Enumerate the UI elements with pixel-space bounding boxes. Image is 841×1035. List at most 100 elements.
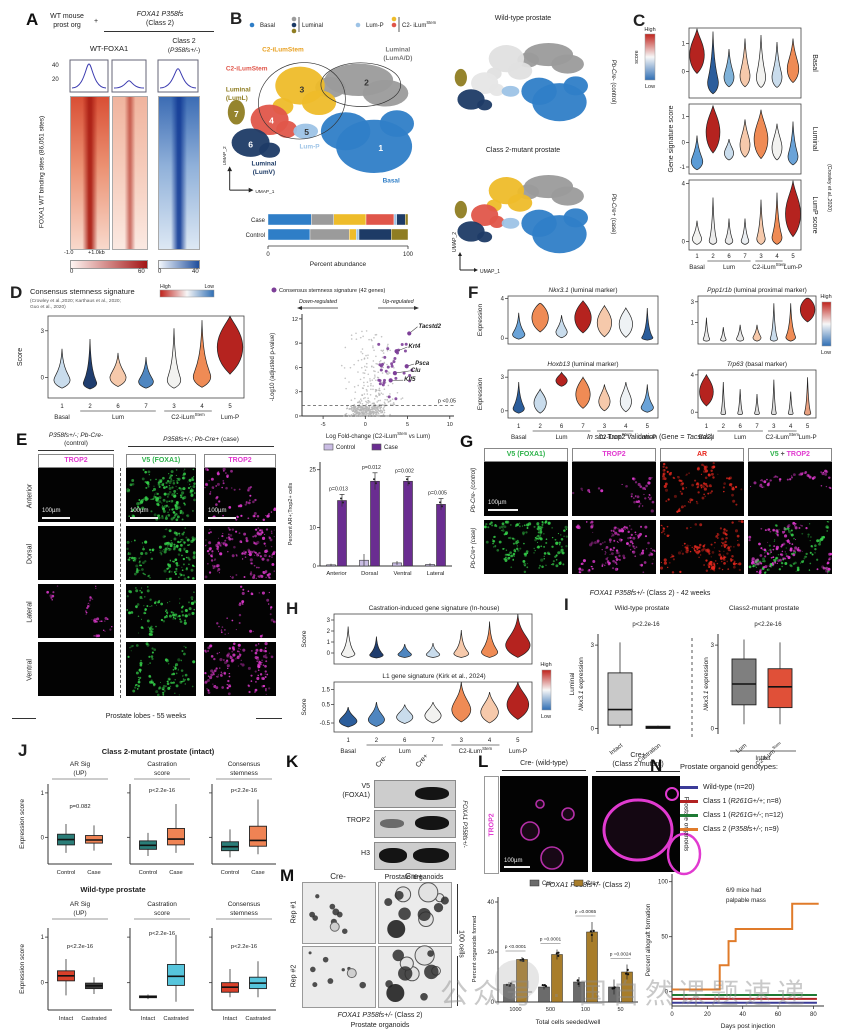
svg-text:100: 100 <box>403 252 414 258</box>
svg-text:Intact: Intact <box>755 755 770 762</box>
panel-l-trop2-tag: TROP2 <box>488 813 496 837</box>
svg-text:7: 7 <box>755 424 759 430</box>
panel-g-footer: FOXA1 P358fs+/- (Class 2) - 42 weeks <box>589 590 711 597</box>
panel-m-col-cre-plus: Cre+ <box>405 872 423 881</box>
svg-text:1: 1 <box>517 424 521 430</box>
svg-text:Castration-induced gene signat: Castration-induced gene signature (In-ho… <box>369 605 500 612</box>
svg-text:1: 1 <box>682 115 686 121</box>
svg-text:palpable mass: palpable mass <box>726 897 766 904</box>
panel-a-heatmap-wt <box>70 96 110 250</box>
panel-n-legend-swatch <box>680 799 698 803</box>
svg-text:(Crowley et al.,2020; Karthaus: (Crowley et al.,2020; Karthaus et al., 2… <box>30 298 121 304</box>
svg-text:1: 1 <box>682 41 686 47</box>
svg-text:Lum-P: Lum-P <box>638 434 656 441</box>
svg-text:High: High <box>820 294 831 300</box>
svg-text:Basal: Basal <box>699 434 714 441</box>
svg-text:AR Sig: AR Sig <box>70 761 91 768</box>
svg-text:High: High <box>160 284 171 290</box>
svg-text:H: H <box>286 599 298 618</box>
panel-m-footer2: Prostate organoids <box>350 1022 410 1029</box>
svg-text:0: 0 <box>501 336 505 342</box>
svg-text:C: C <box>633 11 645 30</box>
svg-text:3: 3 <box>603 424 607 430</box>
panel-n-legend-swatch <box>680 813 698 817</box>
svg-text:p =0.0024: p =0.0024 <box>610 952 632 958</box>
svg-text:Nkx3.1 expression: Nkx3.1 expression <box>703 657 710 711</box>
svg-text:p=0.002: p=0.002 <box>395 469 414 475</box>
svg-text:4: 4 <box>775 254 779 260</box>
svg-text:UMAP_2: UMAP_2 <box>222 146 228 165</box>
panel-k-side-label: FOXA1 P358fs+/- <box>461 800 467 848</box>
panel-m-label: M <box>280 866 295 885</box>
panel-m-col-cre-minus: Cre- <box>330 872 346 881</box>
panel-g-image <box>748 462 832 516</box>
svg-text:-1: -1 <box>680 165 686 171</box>
panel-l-organoid-if: L Cre- (wild-type) Cre+ (Class 2 mutant)… <box>478 750 702 902</box>
svg-text:stemness: stemness <box>230 910 259 917</box>
panel-g-label: G <box>460 432 474 451</box>
panel-l-header1: Cre- (wild-type) <box>520 760 568 767</box>
svg-text:Lum: Lum <box>399 748 411 755</box>
svg-text:4: 4 <box>789 424 793 430</box>
svg-text:60: 60 <box>775 1012 782 1018</box>
panel-e-image <box>126 526 197 581</box>
panel-a-col2-title1: Class 2 <box>172 38 196 45</box>
svg-text:3: 3 <box>501 375 505 381</box>
panel-g-image <box>659 520 744 574</box>
svg-text:0: 0 <box>665 990 669 996</box>
panel-l-label: L <box>478 752 489 771</box>
panel-l-footer: FOXA1 P358fs+/- (Class 2) <box>545 882 631 889</box>
svg-text:Castration: Castration <box>147 901 177 908</box>
panel-e-image <box>38 526 114 580</box>
svg-text:7: 7 <box>743 254 747 260</box>
svg-text:Class 2-mutant prostate: Class 2-mutant prostate <box>486 147 560 154</box>
svg-text:0: 0 <box>682 69 686 75</box>
svg-text:p =0.0001: p =0.0001 <box>540 937 562 943</box>
svg-text:C2-iLumStem: C2-iLumStem <box>459 746 493 755</box>
svg-text:6/9 mice had: 6/9 mice had <box>726 887 762 894</box>
panel-a-profile-plot-3 <box>157 59 199 93</box>
svg-text:Down-regulated: Down-regulated <box>299 299 338 305</box>
svg-text:High: High <box>644 27 655 33</box>
svg-text:Wild-type prostate: Wild-type prostate <box>80 885 145 894</box>
panel-b-umap-chart: B Basal Luminal Lum-P C2- iLumStem 1 2 3 4 5 6 7 C2-… <box>222 9 437 268</box>
svg-text:0: 0 <box>266 252 270 258</box>
svg-text:Nkx3.1 expression: Nkx3.1 expression <box>578 657 585 711</box>
panel-e-footer-dash-left <box>12 718 36 719</box>
svg-text:p=0.013: p=0.013 <box>329 486 348 492</box>
svg-text:Castration: Castration <box>147 761 177 768</box>
svg-text:p<2.2e-16: p<2.2e-16 <box>149 931 175 937</box>
svg-text:p<2.2e-16: p<2.2e-16 <box>231 944 257 950</box>
svg-text:Pb-Cre- (control): Pb-Cre- (control) <box>610 60 616 105</box>
svg-text:Low: Low <box>821 350 831 356</box>
svg-text:0: 0 <box>682 141 686 147</box>
svg-text:1: 1 <box>346 738 350 744</box>
panel-n-title: Prostate organoid genotypes: <box>680 762 778 771</box>
svg-text:20: 20 <box>704 1012 711 1018</box>
panel-a-blue-max: 40 <box>192 269 199 275</box>
svg-text:UMAP_2: UMAP_2 <box>452 232 458 252</box>
svg-text:2: 2 <box>722 424 726 430</box>
svg-text:(LumA/D): (LumA/D) <box>383 55 412 62</box>
svg-text:J: J <box>18 741 27 760</box>
svg-text:5: 5 <box>406 422 409 428</box>
panel-k-label: K <box>286 752 299 771</box>
svg-text:I: I <box>564 595 569 614</box>
panel-l-header2b: (Class 2 mutant) <box>612 761 664 768</box>
svg-text:2: 2 <box>711 254 715 260</box>
svg-text:Log Fold-change (C2-iLumStem v: Log Fold-change (C2-iLumStem vs Lum) <box>326 431 430 440</box>
panel-m-bracket-top <box>457 884 458 934</box>
svg-text:3: 3 <box>41 329 45 335</box>
svg-text:40: 40 <box>487 900 494 906</box>
svg-text:Control: Control <box>246 233 265 239</box>
svg-text:Consensus stemness signature: Consensus stemness signature <box>30 287 135 296</box>
svg-text:6: 6 <box>248 139 253 149</box>
panel-e-case-header: P358fs+/-; Pb-Cre+ (case) <box>163 436 239 443</box>
svg-text:0: 0 <box>670 1012 674 1018</box>
svg-text:p <0.05: p <0.05 <box>438 398 456 404</box>
svg-text:Gene signature score: Gene signature score <box>668 105 675 172</box>
panel-n-legend-swatch <box>680 827 698 831</box>
svg-text:Total cells seeded/well: Total cells seeded/well <box>536 1019 601 1026</box>
svg-text:Lum-P: Lum-P <box>299 143 320 150</box>
svg-text:C2-iLumStem: C2-iLumStem <box>766 432 800 441</box>
